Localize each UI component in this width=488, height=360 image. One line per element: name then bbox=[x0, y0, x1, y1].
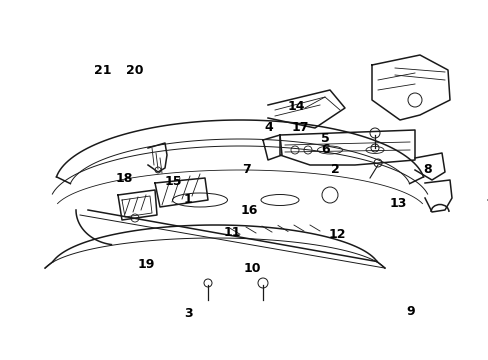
Text: 3: 3 bbox=[183, 307, 192, 320]
Text: 12: 12 bbox=[328, 228, 346, 240]
Text: 10: 10 bbox=[243, 262, 260, 275]
Text: 11: 11 bbox=[223, 226, 241, 239]
Text: 13: 13 bbox=[389, 197, 407, 210]
Text: 8: 8 bbox=[423, 163, 431, 176]
Text: 18: 18 bbox=[116, 172, 133, 185]
Text: 20: 20 bbox=[125, 64, 143, 77]
Text: 1: 1 bbox=[183, 193, 192, 206]
Text: 21: 21 bbox=[94, 64, 111, 77]
Text: 5: 5 bbox=[320, 132, 329, 145]
Text: 9: 9 bbox=[406, 305, 414, 318]
Text: 2: 2 bbox=[330, 163, 339, 176]
Text: 16: 16 bbox=[240, 204, 258, 217]
Text: 14: 14 bbox=[286, 100, 304, 113]
Text: 15: 15 bbox=[164, 175, 182, 188]
Text: 6: 6 bbox=[320, 143, 329, 156]
Text: 4: 4 bbox=[264, 121, 273, 134]
Text: 7: 7 bbox=[242, 163, 251, 176]
Text: 19: 19 bbox=[138, 258, 155, 271]
Text: 17: 17 bbox=[291, 121, 309, 134]
